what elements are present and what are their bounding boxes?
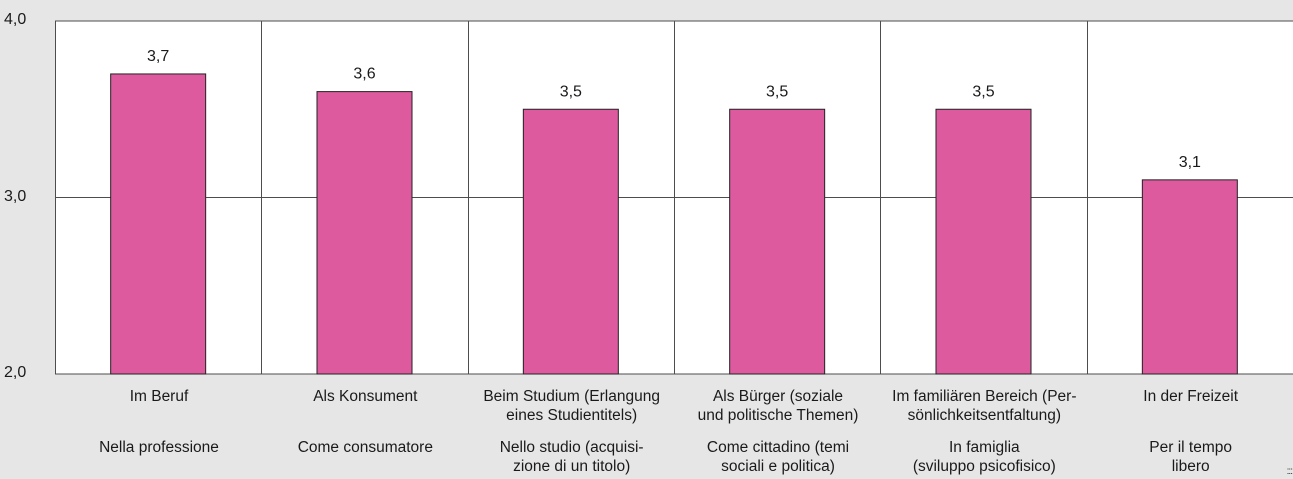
value-label-4: 3,5 [972,83,994,100]
bar-5 [1141,179,1238,375]
category-label-de: Als Bürger (soziale und politische Theme… [697,388,859,424]
y-tick-label-1: 3,0 [4,187,27,205]
category-label-de: Als Konsument [313,388,418,405]
value-label-0: 3,7 [147,48,169,65]
value-label-1: 3,6 [353,66,375,83]
category-label-de: Im Beruf [129,388,189,405]
category-label-it: Come cittadino (temi sociali e politica) [706,439,850,475]
value-label-2: 3,5 [560,83,582,100]
category-label-de: Beim Studium (Erlangung eines Studientit… [483,388,660,424]
category-label-de: Im familiären Bereich (Per- sönlichkeits… [892,388,1077,424]
corner-dots-icon: ::: [1286,466,1293,477]
y-tick-label-0: 2,0 [4,364,27,381]
category-label-it: Per il tempo libero [1149,439,1232,475]
category-label-it: Nello studio (acquisi- zione di un titol… [499,439,644,475]
category-label-de: In der Freizeit [1143,388,1239,405]
category-label-it: Nella professione [99,439,219,456]
y-tick-label-2: 4,0 [4,11,27,28]
bar-3 [729,108,826,375]
value-label-3: 3,5 [766,83,788,100]
value-label-5: 3,1 [1179,154,1201,171]
bar-4 [935,108,1032,375]
bar-0 [110,73,207,375]
bar-1 [316,91,413,375]
bar-2 [522,108,619,375]
category-label-it: Come consumatore [297,439,433,456]
category-label-it: In famiglia (sviluppo psicofisico) [912,439,1056,475]
